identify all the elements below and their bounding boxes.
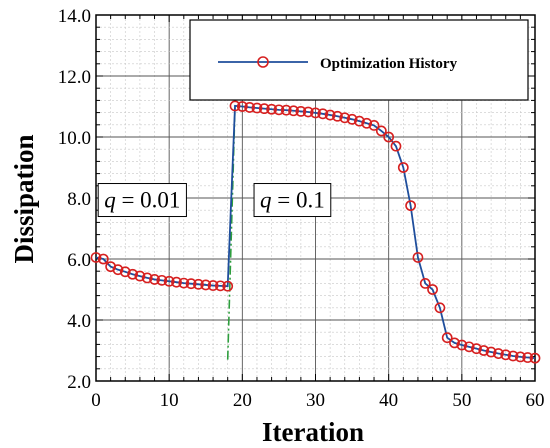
x-axis-title: Iteration: [262, 417, 364, 447]
data-point-marker: [171, 276, 182, 288]
annotation-q-001-value: = 0.01: [116, 188, 181, 213]
data-point-marker: [412, 252, 424, 263]
x-tick-label: 60: [526, 390, 545, 411]
data-point-marker: [500, 349, 512, 361]
y-tick-label: 4.0: [67, 311, 91, 332]
x-tick-labels: 0 10 20 30 40 50 60: [91, 390, 544, 411]
data-point-marker: [280, 104, 292, 116]
data-point-marker: [149, 274, 160, 285]
x-tick-label: 50: [452, 390, 471, 411]
data-point-marker: [397, 162, 409, 173]
series-markers: [90, 100, 541, 364]
data-point-marker: [266, 103, 277, 115]
legend-label: Optimization History: [320, 56, 458, 72]
data-point-marker: [229, 100, 241, 112]
annotation-q-01: q = 0.1: [260, 188, 325, 213]
data-point-marker: [361, 117, 373, 129]
data-point-marker: [178, 277, 190, 289]
data-point-marker: [119, 266, 131, 278]
annotations: q = 0.01 q = 0.1: [97, 183, 332, 218]
annotation-box-q-001: [97, 183, 187, 218]
data-point-marker: [478, 345, 490, 356]
data-point-marker: [302, 106, 314, 118]
data-point-marker: [214, 280, 226, 292]
data-point-marker: [200, 279, 212, 291]
data-point-marker: [471, 343, 482, 355]
data-point-marker: [317, 108, 329, 120]
data-point-marker: [134, 270, 146, 282]
y-tick-label: 12.0: [58, 67, 91, 88]
data-point-marker: [434, 302, 446, 314]
data-point-marker: [507, 350, 519, 362]
data-point-marker: [141, 272, 153, 284]
data-point-marker: [390, 140, 402, 152]
data-point-marker: [449, 337, 460, 349]
data-point-marker: [463, 341, 475, 353]
data-point-marker: [310, 107, 321, 119]
data-point-marker: [332, 110, 343, 122]
data-point-marker: [375, 125, 387, 137]
data-point-marker: [419, 277, 431, 289]
data-point-marker: [339, 112, 351, 124]
data-point-marker: [97, 253, 109, 265]
data-point-marker: [185, 278, 197, 290]
y-tick-labels: 2.0 4.0 6.0 8.0 10.0 12.0 14.0: [58, 6, 91, 393]
data-point-marker: [514, 351, 526, 363]
x-tick-label: 0: [91, 390, 101, 411]
annotation-box-q-01: [253, 183, 332, 218]
data-point-marker: [222, 280, 234, 292]
series-line-optimization-history: [95, 104, 536, 360]
data-point-marker: [295, 105, 307, 117]
data-point-marker: [441, 332, 453, 344]
data-point-marker: [236, 101, 248, 112]
annotation-q-001: q = 0.01: [104, 188, 180, 213]
data-point-marker: [522, 352, 534, 363]
data-point-marker: [207, 280, 219, 291]
y-tick-label: 14.0: [58, 6, 91, 27]
y-tick-label: 2.0: [67, 372, 91, 393]
y-axis-title: Dissipation: [9, 134, 39, 263]
data-point-marker: [405, 200, 417, 212]
legend-marker-swatch: [257, 56, 269, 68]
x-tick-label: 10: [160, 390, 179, 411]
data-point-marker: [258, 103, 270, 115]
data-point-marker: [493, 348, 504, 359]
data-point-marker: [288, 105, 299, 117]
data-point-marker: [112, 264, 124, 276]
data-point-marker: [353, 115, 365, 127]
data-point-marker: [127, 268, 138, 280]
annotation-q-01-value: = 0.1: [272, 188, 325, 213]
data-point-marker: [529, 352, 541, 364]
data-point-marker: [244, 102, 256, 113]
y-tick-label: 10.0: [58, 128, 91, 149]
data-point-marker: [251, 102, 263, 114]
data-point-marker: [193, 278, 204, 290]
data-point-marker: [273, 104, 285, 116]
annotation-q-01-symbol: q: [260, 188, 272, 213]
data-point-marker: [163, 275, 175, 287]
annotation-q-001-symbol: q: [104, 188, 116, 213]
legend: Optimization History: [189, 19, 529, 101]
y-tick-label: 8.0: [67, 189, 91, 210]
x-tick-label: 20: [233, 390, 252, 411]
legend-box: [189, 19, 529, 101]
data-point-marker: [324, 109, 336, 121]
y-tick-label: 6.0: [67, 250, 91, 271]
data-point-marker: [368, 120, 380, 131]
data-point-marker: [156, 274, 168, 286]
data-point-marker: [346, 113, 358, 125]
data-point-marker: [90, 252, 102, 263]
data-point-marker: [427, 284, 438, 295]
x-tick-label: 30: [306, 390, 325, 411]
data-point-marker: [383, 131, 395, 143]
x-tick-label: 40: [379, 390, 398, 411]
data-point-marker: [456, 339, 468, 351]
data-point-marker: [485, 346, 497, 358]
